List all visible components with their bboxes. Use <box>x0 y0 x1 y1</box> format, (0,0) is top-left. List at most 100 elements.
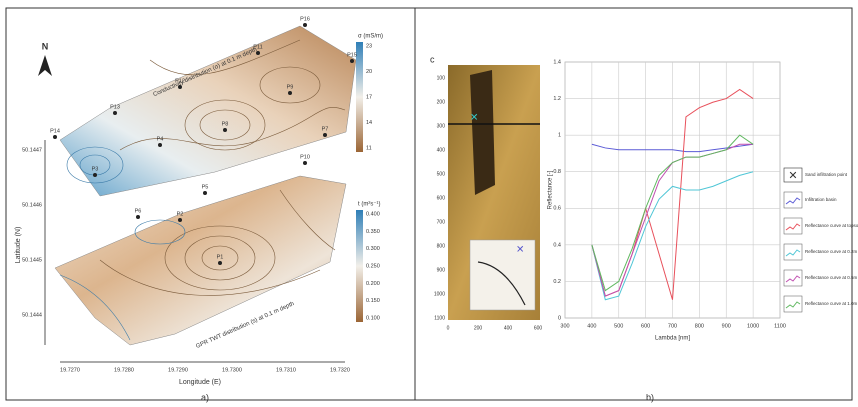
sample-point <box>303 23 307 27</box>
photo-x-tick: 0 <box>447 325 450 331</box>
photo-x-tick: 600 <box>534 325 543 331</box>
photo-y-tick: 600 <box>437 195 446 201</box>
y-tick-label: 0.6 <box>553 206 561 212</box>
x-tick-label: 19.7300 <box>222 367 242 373</box>
point-label: P11 <box>253 44 262 50</box>
sample-point <box>113 111 117 115</box>
point-label: P14 <box>50 128 60 134</box>
photo-y-tick: 400 <box>437 147 446 153</box>
axis-label: Reflectance [-] <box>548 170 554 209</box>
sample-point <box>136 215 140 219</box>
x-tick-label: 19.7290 <box>168 367 188 373</box>
legend-marker: ✕ <box>788 170 797 182</box>
sample-point <box>203 191 207 195</box>
sample-point <box>178 218 182 222</box>
point-label: P3 <box>92 166 99 172</box>
photo-x-tick: 400 <box>504 325 513 331</box>
photo-card <box>470 240 535 310</box>
panel-label: c <box>430 54 435 64</box>
photo-y-tick: 300 <box>437 123 446 129</box>
sample-point <box>218 261 222 265</box>
sample-point <box>53 135 57 139</box>
y-tick-label: 50.1447 <box>22 147 42 153</box>
sample-point <box>288 91 292 95</box>
legend-label: Sand infiltration point <box>805 172 848 177</box>
x-tick-label: 600 <box>641 323 650 329</box>
y-tick-label: 0.2 <box>553 279 561 285</box>
legend-label: Reflectance curve at 0.5m depth <box>805 275 858 280</box>
sample-point <box>178 85 182 89</box>
y-tick-label: 1.4 <box>553 59 561 65</box>
x-tick-label: 400 <box>587 323 596 329</box>
sample-point <box>93 173 97 177</box>
figure: ✕ ✕ a)b)cNConductivity distribution (σ) … <box>0 0 858 407</box>
colorbar <box>356 42 363 152</box>
x-tick-label: 19.7320 <box>330 367 350 373</box>
photo-y-tick: 1000 <box>434 291 445 297</box>
point-label: P5 <box>202 184 209 190</box>
colorbar-tick: 17 <box>366 94 372 100</box>
colorbar-tick: 14 <box>366 120 372 126</box>
photo-marker: ✕ <box>516 245 524 256</box>
sample-point <box>223 128 227 132</box>
axis-label: Longitude (E) <box>179 379 221 386</box>
legend-label: Infiltration basin <box>805 197 837 202</box>
point-label: P13 <box>110 104 120 110</box>
sample-point <box>158 143 162 147</box>
photo-y-tick: 900 <box>437 267 446 273</box>
point-label: P16 <box>300 16 310 22</box>
panel-label: a) <box>201 392 209 402</box>
colorbar-tick: 0.300 <box>366 246 380 252</box>
background <box>0 0 858 407</box>
point-label: P1 <box>217 254 224 260</box>
sample-point <box>303 161 307 165</box>
photo-x-tick: 200 <box>474 325 483 331</box>
panel-label: b) <box>646 392 654 402</box>
x-tick-label: 1000 <box>747 323 759 329</box>
photo-marker: ✕ <box>470 113 478 124</box>
point-label: P15 <box>347 52 357 58</box>
point-label: P7 <box>322 126 329 132</box>
colorbar-tick: 0.250 <box>366 263 380 269</box>
colorbar <box>356 210 363 322</box>
colorbar-tick: 0.150 <box>366 298 380 304</box>
legend-label: Reflectance curve at topsoil <box>805 223 858 228</box>
x-tick-label: 19.7270 <box>60 367 80 373</box>
x-tick-label: 19.7310 <box>276 367 296 373</box>
sample-point <box>323 133 327 137</box>
photo-y-tick: 100 <box>437 75 446 81</box>
colorbar-tick: 23 <box>366 43 372 49</box>
axis-label: Lambda [nm] <box>655 336 690 342</box>
legend-label: Reflectance curve at 1.0m depth <box>805 301 858 306</box>
sample-point <box>256 51 260 55</box>
point-label: P9 <box>287 84 294 90</box>
x-tick-label: 900 <box>722 323 731 329</box>
legend-label: Reflectance curve at 0.2m depth <box>805 249 858 254</box>
photo-y-tick: 500 <box>437 171 446 177</box>
point-label: P2 <box>177 211 184 217</box>
colorbar-tick: 0.200 <box>366 281 380 287</box>
colorbar-title: σ (mS/m) <box>358 34 383 40</box>
colorbar-tick: 0.100 <box>366 315 380 321</box>
y-tick-label: 0.4 <box>553 242 561 248</box>
colorbar-tick: 0.350 <box>366 229 380 235</box>
colorbar-title: t (m²s⁻¹) <box>358 202 381 208</box>
x-tick-label: 800 <box>695 323 704 329</box>
y-tick-label: 50.1444 <box>22 312 42 318</box>
y-tick-label: 1 <box>558 133 561 139</box>
point-label: P12 <box>175 78 185 84</box>
photo-y-tick: 700 <box>437 219 446 225</box>
colorbar-tick: 0.400 <box>366 211 380 217</box>
colorbar-tick: 20 <box>366 69 372 75</box>
x-tick-label: 1100 <box>774 323 786 329</box>
colorbar-tick: 11 <box>366 145 372 151</box>
point-label: P10 <box>300 154 310 160</box>
photo-y-tick: 200 <box>437 99 446 105</box>
x-tick-label: 300 <box>560 323 569 329</box>
photo-y-tick: 1100 <box>434 315 445 321</box>
y-tick-label: 0 <box>558 315 561 321</box>
x-tick-label: 19.7280 <box>114 367 134 373</box>
x-tick-label: 700 <box>668 323 677 329</box>
y-tick-label: 0.8 <box>553 169 561 175</box>
y-tick-label: 1.2 <box>553 96 561 102</box>
